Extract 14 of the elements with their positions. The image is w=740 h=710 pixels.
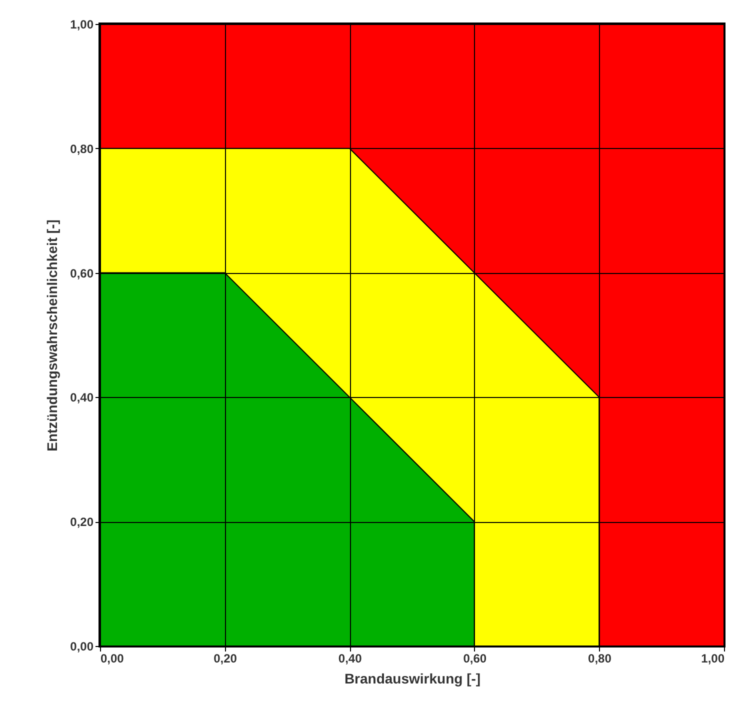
x-axis-title: Brandauswirkung [-]	[344, 670, 481, 686]
y-tick-label: 0,20	[70, 515, 94, 530]
x-tick-label: 0,40	[338, 652, 362, 666]
y-axis-title: Entzündungswahrscheinlichkeit [-]	[44, 220, 60, 452]
x-tick-label: 0,60	[463, 652, 487, 666]
x-tick-label: 0,20	[214, 652, 238, 666]
y-tick-label: 0,00	[70, 640, 94, 654]
x-tick-label: 0,80	[588, 652, 612, 666]
y-tick-label: 1,00	[70, 18, 94, 32]
x-tick-label: 0,00	[100, 652, 124, 666]
y-tick-label: 0,80	[70, 142, 94, 156]
y-tick-label: 0,60	[70, 266, 94, 280]
x-tick-label: 1,00	[701, 652, 725, 666]
y-tick-label: 0,40	[70, 390, 94, 405]
